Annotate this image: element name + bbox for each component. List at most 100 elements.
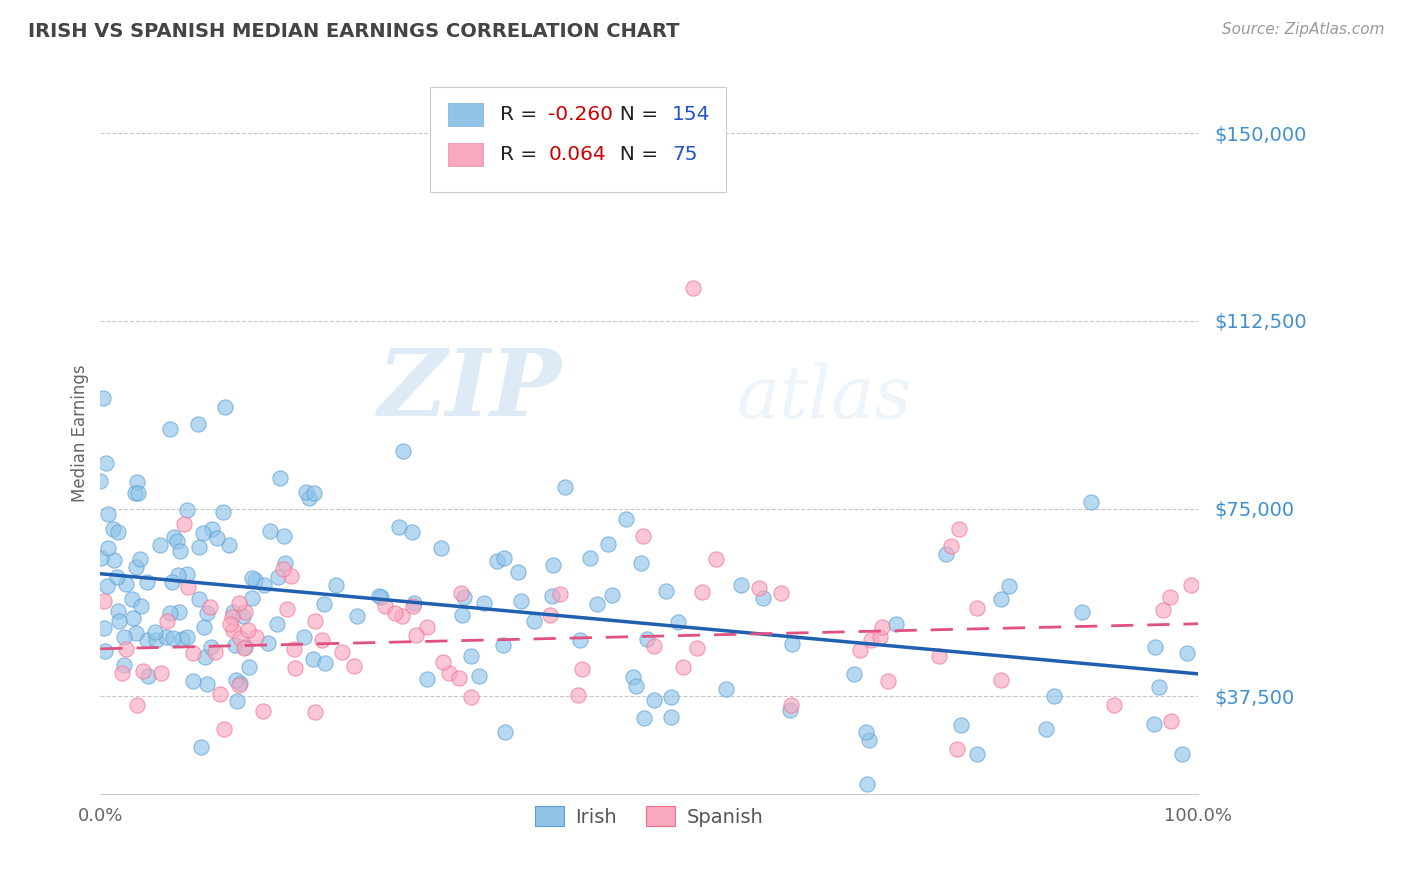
Point: [273, 528, 295, 542]
Point: [540, 589, 562, 603]
Point: [437, 665, 460, 680]
Point: [93, 594, 115, 608]
Point: [214, 400, 236, 414]
Point: [314, 597, 336, 611]
Point: [855, 725, 877, 739]
Point: [714, 681, 737, 696]
Point: [998, 579, 1021, 593]
Point: [97, 508, 120, 522]
Point: [877, 674, 900, 689]
Point: [233, 605, 256, 619]
Point: [173, 516, 195, 531]
Point: [159, 422, 181, 436]
Point: [1035, 723, 1057, 737]
Point: [181, 674, 204, 689]
Point: [269, 471, 291, 485]
Point: [941, 540, 963, 554]
Point: [136, 669, 159, 683]
Point: [304, 486, 326, 500]
Point: [950, 718, 973, 732]
Point: [225, 673, 247, 687]
Point: [197, 677, 219, 691]
Point: [124, 625, 146, 640]
Point: [935, 548, 957, 562]
Point: [388, 520, 411, 534]
Point: [166, 534, 188, 549]
Point: [240, 591, 263, 606]
Point: [256, 636, 278, 650]
Point: [1147, 681, 1170, 695]
Point: [370, 590, 392, 604]
Point: [283, 642, 305, 657]
Point: [176, 567, 198, 582]
Point: [276, 602, 298, 616]
Point: [233, 641, 256, 656]
Text: IRISH VS SPANISH MEDIAN EARNINGS CORRELATION CHART: IRISH VS SPANISH MEDIAN EARNINGS CORRELA…: [28, 22, 679, 41]
Point: [1070, 606, 1092, 620]
Point: [243, 573, 266, 587]
Text: R =: R =: [501, 104, 544, 124]
Point: [145, 632, 167, 647]
Point: [233, 640, 256, 655]
Point: [494, 725, 516, 739]
Point: [730, 578, 752, 592]
Legend: Irish, Spanish: Irish, Spanish: [527, 798, 772, 835]
Text: -0.260: -0.260: [548, 104, 613, 124]
Point: [510, 594, 533, 608]
Point: [97, 541, 120, 556]
Point: [1180, 578, 1202, 592]
Point: [621, 670, 644, 684]
Point: [633, 711, 655, 725]
Point: [304, 614, 326, 628]
Point: [160, 574, 183, 589]
Point: [1152, 603, 1174, 617]
Point: [492, 550, 515, 565]
Point: [1160, 714, 1182, 728]
Point: [849, 642, 872, 657]
Point: [207, 531, 229, 545]
Text: ZIP: ZIP: [377, 345, 561, 435]
Point: [284, 661, 307, 675]
Point: [659, 710, 682, 724]
Point: [554, 480, 576, 494]
Point: [170, 632, 193, 646]
Point: [111, 665, 134, 680]
Point: [1175, 646, 1198, 660]
Point: [1043, 689, 1066, 703]
Point: [586, 597, 609, 611]
Point: [295, 484, 318, 499]
Point: [238, 623, 260, 637]
Point: [485, 554, 508, 568]
Point: [1143, 717, 1166, 731]
Point: [598, 536, 620, 550]
Point: [238, 660, 260, 674]
Point: [690, 585, 713, 599]
Point: [114, 577, 136, 591]
Point: [368, 590, 391, 604]
Point: [447, 671, 470, 685]
Point: [103, 552, 125, 566]
Point: [107, 603, 129, 617]
Point: [416, 672, 439, 686]
Point: [224, 638, 246, 652]
Y-axis label: Median Earnings: Median Earnings: [72, 365, 89, 502]
Point: [391, 609, 413, 624]
Point: [91, 392, 114, 406]
Point: [200, 600, 222, 615]
Point: [228, 596, 250, 610]
Point: [541, 558, 564, 572]
Point: [779, 703, 801, 717]
Point: [401, 524, 423, 539]
Point: [163, 529, 186, 543]
Point: [655, 583, 678, 598]
Point: [125, 559, 148, 574]
Point: [405, 628, 427, 642]
Point: [124, 486, 146, 500]
Point: [155, 630, 177, 644]
Point: [245, 631, 267, 645]
Point: [143, 625, 166, 640]
Point: [404, 596, 426, 610]
Point: [928, 648, 950, 663]
Text: 75: 75: [672, 145, 697, 164]
Point: [94, 644, 117, 658]
